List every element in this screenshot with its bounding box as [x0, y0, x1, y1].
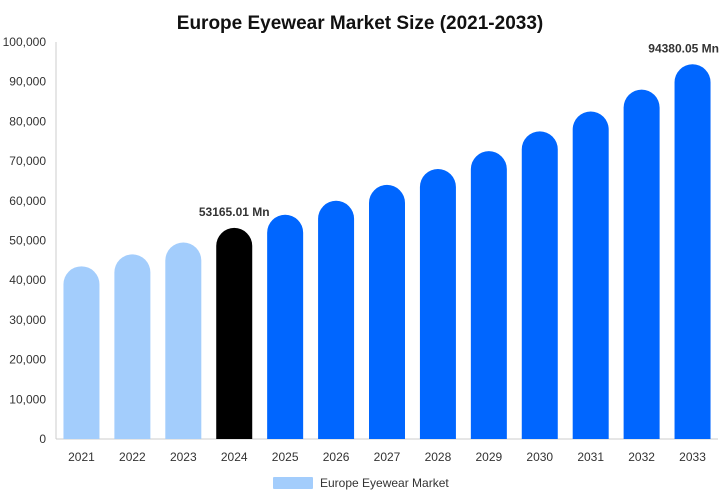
- x-tick-label: 2026: [323, 450, 350, 464]
- x-tick-label: 2024: [221, 450, 248, 464]
- bars: [63, 64, 711, 440]
- y-tick-label: 100,000: [3, 35, 47, 49]
- x-tick-label: 2030: [526, 450, 553, 464]
- y-tick-label: 30,000: [9, 313, 46, 327]
- bar: [572, 111, 609, 439]
- y-tick-label: 50,000: [9, 234, 46, 248]
- y-tick-label: 90,000: [9, 75, 46, 89]
- data-label: 94380.05 Mn: [648, 41, 719, 55]
- x-tick-label: 2028: [425, 450, 452, 464]
- y-tick-label: 20,000: [9, 353, 46, 367]
- x-tick-label: 2031: [577, 450, 604, 464]
- data-label: 53165.01 Mn: [199, 205, 270, 219]
- bar: [623, 89, 660, 439]
- x-tick-label: 2032: [628, 450, 655, 464]
- x-axis: 2021 2022 2023 2024 2025 2026 2027 2028 2029 2030…: [56, 438, 718, 464]
- x-tick-label: 2025: [272, 450, 299, 464]
- data-labels: 53165.01 Mn 94380.05 Mn: [199, 41, 719, 219]
- y-tick-label: 10,000: [9, 392, 46, 406]
- bar: [165, 242, 202, 439]
- y-tick-label: 60,000: [9, 194, 46, 208]
- x-tick-label: 2027: [374, 450, 401, 464]
- bar: [267, 214, 304, 439]
- x-tick-label: 2033: [679, 450, 706, 464]
- legend: Europe Eyewear Market: [273, 476, 449, 490]
- bar: [216, 227, 253, 439]
- bar: [369, 184, 405, 439]
- y-tick-label: 80,000: [9, 114, 46, 128]
- bar: [63, 266, 100, 439]
- bar: [521, 131, 558, 439]
- x-tick-label: 2029: [475, 450, 502, 464]
- x-tick-label: 2022: [119, 450, 146, 464]
- y-tick-label: 40,000: [9, 273, 46, 287]
- x-tick-label: 2023: [170, 450, 197, 464]
- legend-label: Europe Eyewear Market: [320, 476, 449, 490]
- x-tick-label: 2021: [68, 450, 95, 464]
- bar: [318, 200, 355, 439]
- bar: [419, 169, 456, 440]
- y-axis: 0 10,000 20,000 30,000 40,000 50,000 60,000 70,…: [3, 35, 57, 446]
- bar: [674, 64, 711, 439]
- legend-swatch: [273, 477, 313, 489]
- y-tick-label: 70,000: [9, 154, 46, 168]
- chart-title: Europe Eyewear Market Size (2021-2033): [177, 13, 543, 34]
- bar: [470, 151, 507, 440]
- bar: [114, 254, 151, 439]
- y-tick-label: 0: [39, 432, 46, 446]
